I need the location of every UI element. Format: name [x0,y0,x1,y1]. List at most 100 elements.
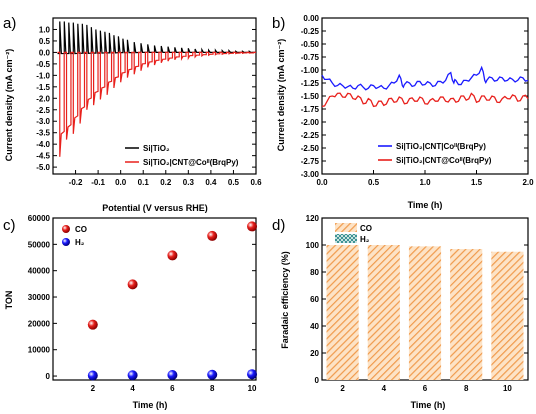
x-tick-label: 0.0 [316,178,328,187]
x-tick-label: 0.6 [250,178,262,187]
y-tick-label: 40 [310,322,319,331]
y-tick-label: -1.50 [301,92,320,101]
series-blue-line [321,65,529,91]
y-tick-label: -1.75 [301,105,320,114]
y-tick-label: 60 [310,295,319,304]
h2-point [167,369,178,380]
h2-point [87,370,98,381]
series-cnt-co-line [57,51,256,157]
co-bar [326,245,359,380]
legend-marker-h2 [62,238,70,246]
legend-label-co: CO [75,225,87,234]
x-tick-label: -0.2 [69,178,83,187]
y-tick-label: 40000 [28,267,51,276]
co-point [247,221,258,232]
x-tick-label: 0.5 [228,178,240,187]
x-axis-label: Time (h) [411,400,446,410]
y-tick-label: -2.25 [301,131,320,140]
y-tick-label: -1.5 [36,83,50,92]
x-axis-label: Potential (V versus RHE) [102,203,208,213]
y-tick-label: -3.0 [36,117,50,126]
legend-label-co: CO [360,224,372,233]
x-tick-label: 8 [464,384,469,393]
y-tick-label: -1.00 [301,66,320,75]
x-tick-label: 0.0 [115,178,127,187]
y-tick-label: -0.50 [301,40,320,49]
co-bar [408,246,442,380]
panel-label: b) [272,15,285,32]
legend-swatch-h2 [335,234,357,243]
x-tick-label: 1.5 [471,178,483,187]
panel-c: 0 10000 20000 30000 40000 50000 60000 2 4 6 8 10 CO H… [3,214,258,410]
x-tick-label: 0.2 [160,178,172,187]
x-tick-label: 0.4 [205,178,217,187]
y-tick-label: 120 [306,214,320,223]
co-point [167,250,178,261]
panel-label: a) [3,15,16,32]
co-bar [491,251,524,380]
h2-point [127,370,138,381]
x-tick-label: -0.1 [91,178,105,187]
series-si-tio2-line [57,21,256,55]
x-tick-label: 0.3 [183,178,195,187]
legend-label-cnt-co: Si|TiO₂|CNT@Coᴵᴵ(BrqPy) [143,158,239,167]
y-tick-label: -2.0 [36,94,50,103]
y-tick-label: 10000 [28,346,51,355]
y-tick-label: 100 [306,241,320,250]
y-tick-label: 0.5 [39,37,51,46]
legend-label-red: Si|TiO₂|CNT@Coᴵᴵ(BrqPy) [396,156,492,165]
legend-label-blue: Si|TiO₂|CNT|Coᴵᴵ(BrqPy) [396,142,486,151]
y-tick-label: -1.0 [36,71,50,80]
y-tick-label: 0.0 [39,48,51,57]
y-tick-label: -0.5 [36,60,50,69]
y-tick-label: 20 [310,349,319,358]
series-red-line [321,92,529,108]
y-tick-label: -2.5 [36,106,50,115]
co-bar [367,245,400,380]
legend-marker-co [62,225,70,233]
x-tick-label: 2 [340,384,345,393]
y-tick-label: -4.5 [36,152,50,161]
y-tick-label: 0.00 [303,14,319,23]
y-axis-label: Faradaic efficiency (%) [280,251,290,349]
co-point [207,230,218,241]
y-tick-label: -0.25 [301,27,320,36]
panel-b: -3.00 -2.75 -2.50 -2.25 -2.00 -1.75 -1.50 -1.25… [272,14,534,210]
x-tick-label: 6 [423,384,428,393]
legend-label-h2: H₂ [360,235,370,244]
y-tick-label: 30000 [28,293,51,302]
y-tick-label: -2.50 [301,144,320,153]
y-tick-label: 50000 [28,240,51,249]
y-tick-label: 20000 [28,319,51,328]
co-point [87,319,98,330]
y-tick-label: -3.00 [301,170,320,179]
y-axis-label: Current density (mA cm⁻²) [4,49,14,161]
y-axis-label: Current density (mA cm⁻²) [276,39,286,151]
legend-label-h2: H₂ [75,238,85,247]
y-tick-label: 60000 [28,214,51,223]
x-tick-label: 4 [382,384,387,393]
y-tick-label: 1.0 [39,25,51,34]
panel-label: d) [272,217,285,234]
h2-point [207,369,218,380]
x-axis-label: Time (h) [408,200,443,210]
x-tick-label: 6 [170,384,175,393]
plot-frame [52,17,257,175]
y-tick-label: -2.00 [301,118,320,127]
plot-frame [52,217,257,381]
y-tick-label: -1.25 [301,79,320,88]
y-tick-label: 0 [46,372,51,381]
x-axis-label: Time (h) [133,400,168,410]
legend-swatch-co [335,223,357,232]
x-tick-label: 2.0 [522,178,534,187]
x-tick-label: 2 [91,384,96,393]
panel-label: c) [3,217,16,234]
y-tick-label: -5.0 [36,163,50,172]
y-axis-label: TON [4,291,14,310]
co-bar [450,249,483,380]
x-tick-label: 10 [503,384,512,393]
panel-a: -5.0 -4.5 -4.0 -3.5 -3.0 -2.5 -2.0 -1.5 -1.0 -0.5… [3,15,262,213]
y-tick-label: -0.75 [301,53,320,62]
y-tick-label: 0 [315,376,320,385]
